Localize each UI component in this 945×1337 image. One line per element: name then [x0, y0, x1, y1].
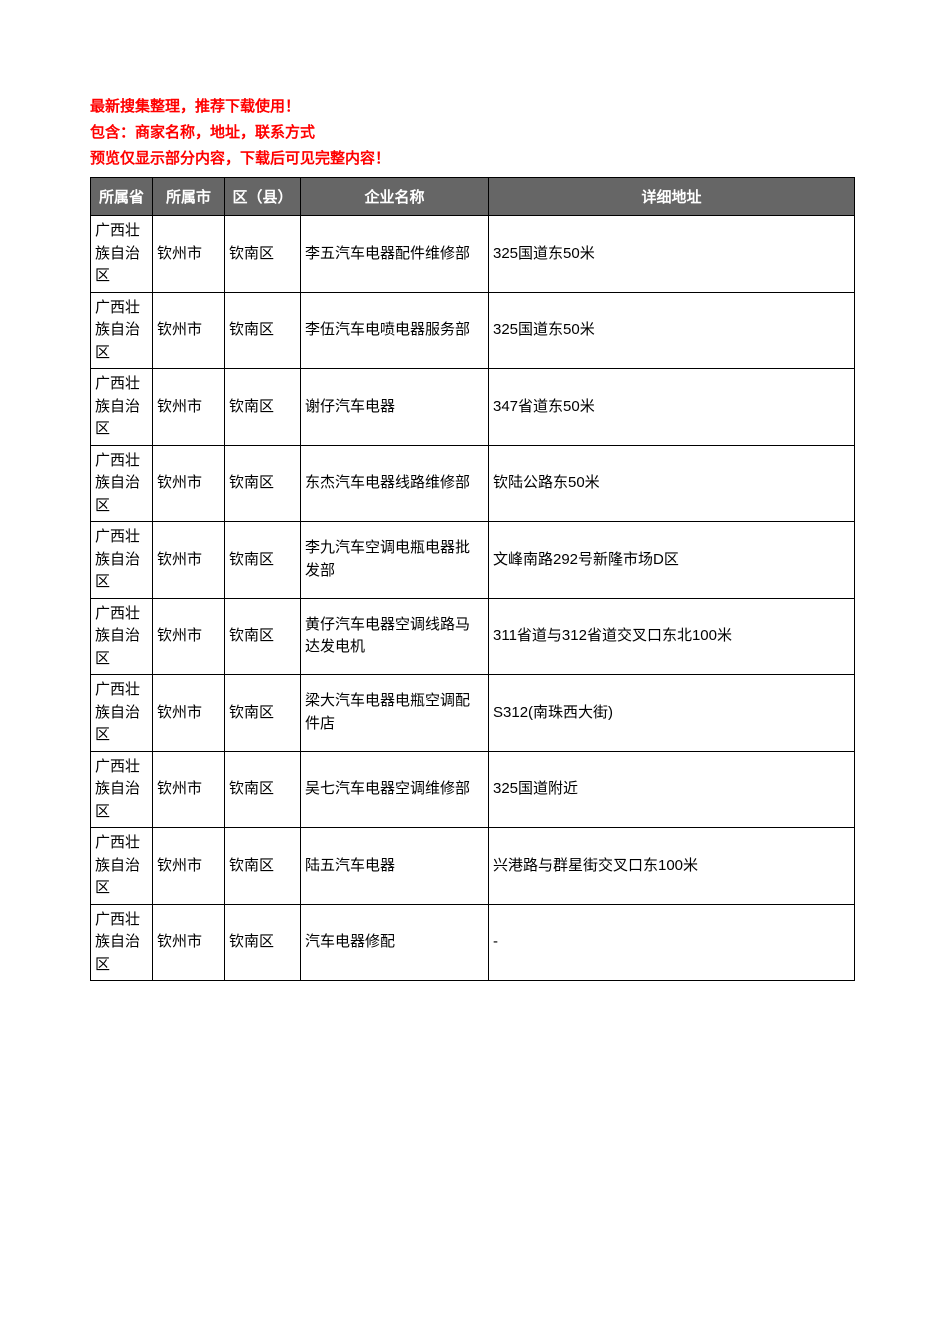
cell-province: 广西壮族自治区	[91, 445, 153, 522]
cell-enterprise: 李五汽车电器配件维修部	[301, 216, 489, 293]
cell-province: 广西壮族自治区	[91, 675, 153, 752]
cell-enterprise: 谢仔汽车电器	[301, 369, 489, 446]
cell-city: 钦州市	[153, 598, 225, 675]
cell-district: 钦南区	[225, 598, 301, 675]
table-header: 所属省所属市区（县）企业名称详细地址	[91, 178, 855, 216]
cell-district: 钦南区	[225, 904, 301, 981]
cell-province: 广西壮族自治区	[91, 904, 153, 981]
cell-province: 广西壮族自治区	[91, 751, 153, 828]
cell-city: 钦州市	[153, 675, 225, 752]
cell-city: 钦州市	[153, 445, 225, 522]
table-row: 广西壮族自治区钦州市钦南区东杰汽车电器线路维修部钦陆公路东50米	[91, 445, 855, 522]
cell-enterprise: 东杰汽车电器线路维修部	[301, 445, 489, 522]
table-row: 广西壮族自治区钦州市钦南区谢仔汽车电器347省道东50米	[91, 369, 855, 446]
cell-address: 325国道附近	[489, 751, 855, 828]
intro-line-3: 预览仅显示部分内容，下载后可见完整内容！	[90, 147, 855, 171]
column-header-province: 所属省	[91, 178, 153, 216]
cell-address: 325国道东50米	[489, 216, 855, 293]
cell-city: 钦州市	[153, 522, 225, 599]
cell-district: 钦南区	[225, 292, 301, 369]
cell-province: 广西壮族自治区	[91, 369, 153, 446]
cell-enterprise: 李九汽车空调电瓶电器批发部	[301, 522, 489, 599]
table-row: 广西壮族自治区钦州市钦南区陆五汽车电器兴港路与群星街交叉口东100米	[91, 828, 855, 905]
cell-province: 广西壮族自治区	[91, 216, 153, 293]
cell-district: 钦南区	[225, 369, 301, 446]
cell-province: 广西壮族自治区	[91, 292, 153, 369]
cell-city: 钦州市	[153, 216, 225, 293]
intro-line-1: 最新搜集整理，推荐下载使用！	[90, 95, 855, 119]
cell-district: 钦南区	[225, 828, 301, 905]
table-row: 广西壮族自治区钦州市钦南区李五汽车电器配件维修部325国道东50米	[91, 216, 855, 293]
cell-district: 钦南区	[225, 445, 301, 522]
cell-address: 347省道东50米	[489, 369, 855, 446]
cell-district: 钦南区	[225, 675, 301, 752]
table-body: 广西壮族自治区钦州市钦南区李五汽车电器配件维修部325国道东50米广西壮族自治区…	[91, 216, 855, 981]
table-row: 广西壮族自治区钦州市钦南区吴七汽车电器空调维修部325国道附近	[91, 751, 855, 828]
column-header-district: 区（县）	[225, 178, 301, 216]
cell-enterprise: 黄仔汽车电器空调线路马达发电机	[301, 598, 489, 675]
cell-city: 钦州市	[153, 751, 225, 828]
cell-province: 广西壮族自治区	[91, 522, 153, 599]
cell-address: -	[489, 904, 855, 981]
cell-enterprise: 李伍汽车电喷电器服务部	[301, 292, 489, 369]
cell-city: 钦州市	[153, 292, 225, 369]
table-header-row: 所属省所属市区（县）企业名称详细地址	[91, 178, 855, 216]
cell-city: 钦州市	[153, 828, 225, 905]
cell-address: 325国道东50米	[489, 292, 855, 369]
cell-district: 钦南区	[225, 522, 301, 599]
cell-address: 311省道与312省道交叉口东北100米	[489, 598, 855, 675]
cell-address: 钦陆公路东50米	[489, 445, 855, 522]
cell-enterprise: 吴七汽车电器空调维修部	[301, 751, 489, 828]
table-row: 广西壮族自治区钦州市钦南区汽车电器修配-	[91, 904, 855, 981]
cell-address: 文峰南路292号新隆市场D区	[489, 522, 855, 599]
cell-enterprise: 汽车电器修配	[301, 904, 489, 981]
table-row: 广西壮族自治区钦州市钦南区黄仔汽车电器空调线路马达发电机311省道与312省道交…	[91, 598, 855, 675]
cell-district: 钦南区	[225, 751, 301, 828]
merchant-table: 所属省所属市区（县）企业名称详细地址 广西壮族自治区钦州市钦南区李五汽车电器配件…	[90, 177, 855, 981]
cell-district: 钦南区	[225, 216, 301, 293]
column-header-city: 所属市	[153, 178, 225, 216]
table-row: 广西壮族自治区钦州市钦南区李伍汽车电喷电器服务部325国道东50米	[91, 292, 855, 369]
cell-address: 兴港路与群星街交叉口东100米	[489, 828, 855, 905]
cell-enterprise: 陆五汽车电器	[301, 828, 489, 905]
cell-enterprise: 梁大汽车电器电瓶空调配件店	[301, 675, 489, 752]
table-row: 广西壮族自治区钦州市钦南区梁大汽车电器电瓶空调配件店S312(南珠西大街)	[91, 675, 855, 752]
cell-address: S312(南珠西大街)	[489, 675, 855, 752]
column-header-enterprise: 企业名称	[301, 178, 489, 216]
cell-city: 钦州市	[153, 369, 225, 446]
table-row: 广西壮族自治区钦州市钦南区李九汽车空调电瓶电器批发部文峰南路292号新隆市场D区	[91, 522, 855, 599]
cell-city: 钦州市	[153, 904, 225, 981]
column-header-address: 详细地址	[489, 178, 855, 216]
cell-province: 广西壮族自治区	[91, 828, 153, 905]
cell-province: 广西壮族自治区	[91, 598, 153, 675]
intro-line-2: 包含：商家名称，地址，联系方式	[90, 121, 855, 145]
